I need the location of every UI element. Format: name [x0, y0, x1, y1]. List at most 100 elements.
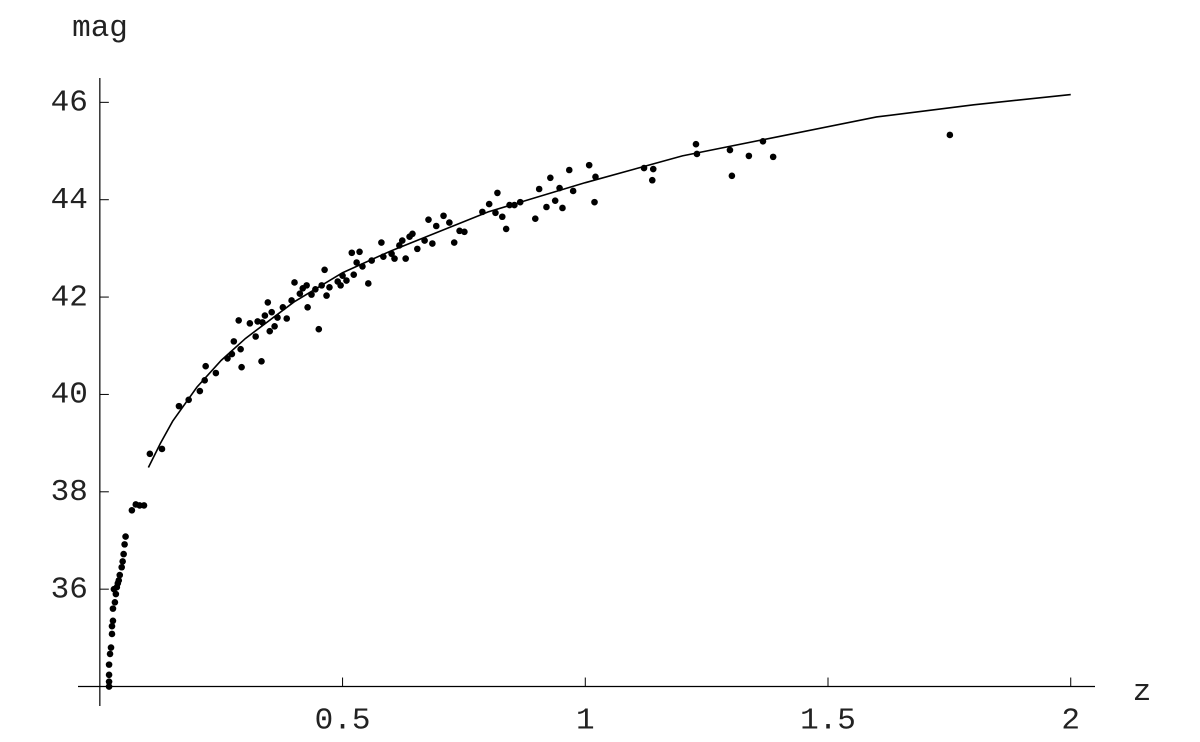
data-point	[315, 325, 323, 333]
data-point	[425, 216, 432, 223]
data-point	[119, 558, 126, 565]
data-point	[402, 255, 409, 262]
x-tick-label: 2	[1061, 704, 1080, 739]
y-axis-label: mag	[72, 11, 128, 46]
data-point	[105, 678, 113, 685]
data-point	[391, 255, 398, 262]
data-point	[304, 303, 311, 311]
data-point	[116, 571, 124, 579]
data-point	[745, 152, 753, 160]
data-point	[107, 644, 115, 651]
data-point	[110, 585, 118, 593]
data-point	[547, 174, 554, 182]
data-point	[461, 228, 468, 236]
data-point	[128, 506, 136, 514]
data-point	[291, 279, 298, 286]
data-point	[337, 282, 344, 289]
data-point	[283, 315, 291, 322]
data-point	[446, 219, 453, 226]
data-point	[118, 563, 125, 571]
data-point	[122, 533, 129, 540]
data-point	[398, 237, 406, 244]
data-point	[296, 290, 304, 297]
data-point	[592, 173, 599, 181]
data-point	[569, 187, 577, 195]
data-point	[105, 671, 113, 679]
data-point	[585, 161, 593, 169]
data-point	[105, 661, 113, 668]
data-point	[235, 317, 242, 324]
data-point	[946, 131, 954, 139]
data-point	[109, 617, 117, 625]
data-point	[450, 239, 458, 246]
data-point	[271, 322, 278, 330]
data-point	[492, 209, 499, 217]
data-point	[146, 450, 154, 458]
data-point	[230, 338, 238, 345]
data-point	[109, 605, 117, 612]
data-point	[108, 622, 116, 630]
data-point	[648, 176, 656, 184]
data-point	[769, 153, 777, 161]
data-point	[440, 212, 447, 220]
data-point	[421, 237, 428, 244]
data-point	[196, 387, 204, 395]
data-point	[238, 363, 245, 371]
y-tick-label: 42	[51, 280, 88, 315]
data-point	[414, 245, 421, 253]
data-point	[356, 248, 363, 256]
data-point	[114, 580, 122, 587]
data-point	[140, 502, 148, 509]
fit-curve	[147, 93, 1071, 468]
data-point	[326, 284, 333, 291]
data-point	[246, 320, 254, 327]
data-point	[121, 541, 128, 548]
data-point	[343, 277, 350, 284]
data-point	[261, 312, 269, 319]
data-point	[348, 249, 356, 257]
data-point	[237, 345, 244, 353]
data-point	[105, 683, 113, 690]
data-point	[202, 362, 209, 370]
data-point	[353, 259, 360, 266]
data-point	[364, 280, 372, 287]
data-point	[531, 215, 539, 222]
y-tick-label: 40	[51, 378, 88, 413]
data-point	[264, 299, 272, 306]
data-point	[378, 239, 385, 246]
data-point	[565, 166, 573, 174]
data-point	[502, 225, 510, 233]
data-point	[649, 165, 657, 173]
data-point	[303, 282, 310, 289]
x-tick-label: 0.5	[315, 704, 371, 739]
y-tick-label: 46	[51, 86, 88, 121]
data-point	[535, 185, 543, 193]
data-point	[350, 271, 358, 278]
x-tick-label: 1	[576, 704, 595, 739]
data-point	[726, 146, 734, 154]
data-point	[728, 172, 736, 180]
data-point	[175, 402, 183, 410]
data-point	[591, 198, 598, 206]
data-point	[692, 140, 700, 148]
data-point	[212, 369, 220, 377]
data-point	[432, 222, 440, 230]
data-point	[429, 240, 436, 247]
data-point	[485, 200, 493, 208]
data-point	[551, 197, 559, 204]
data-point	[498, 213, 506, 221]
data-point	[494, 189, 501, 197]
data-point	[323, 292, 330, 299]
y-tick-label: 36	[51, 572, 88, 607]
data-point	[266, 327, 274, 335]
data-point	[252, 333, 259, 340]
data-point	[409, 230, 416, 238]
data-point	[111, 599, 119, 606]
data-point	[258, 358, 265, 365]
data-point	[268, 308, 275, 316]
x-axis-label: z	[1133, 675, 1152, 710]
data-point	[201, 377, 209, 384]
x-tick-label: 1.5	[800, 704, 856, 739]
data-point	[120, 550, 127, 558]
